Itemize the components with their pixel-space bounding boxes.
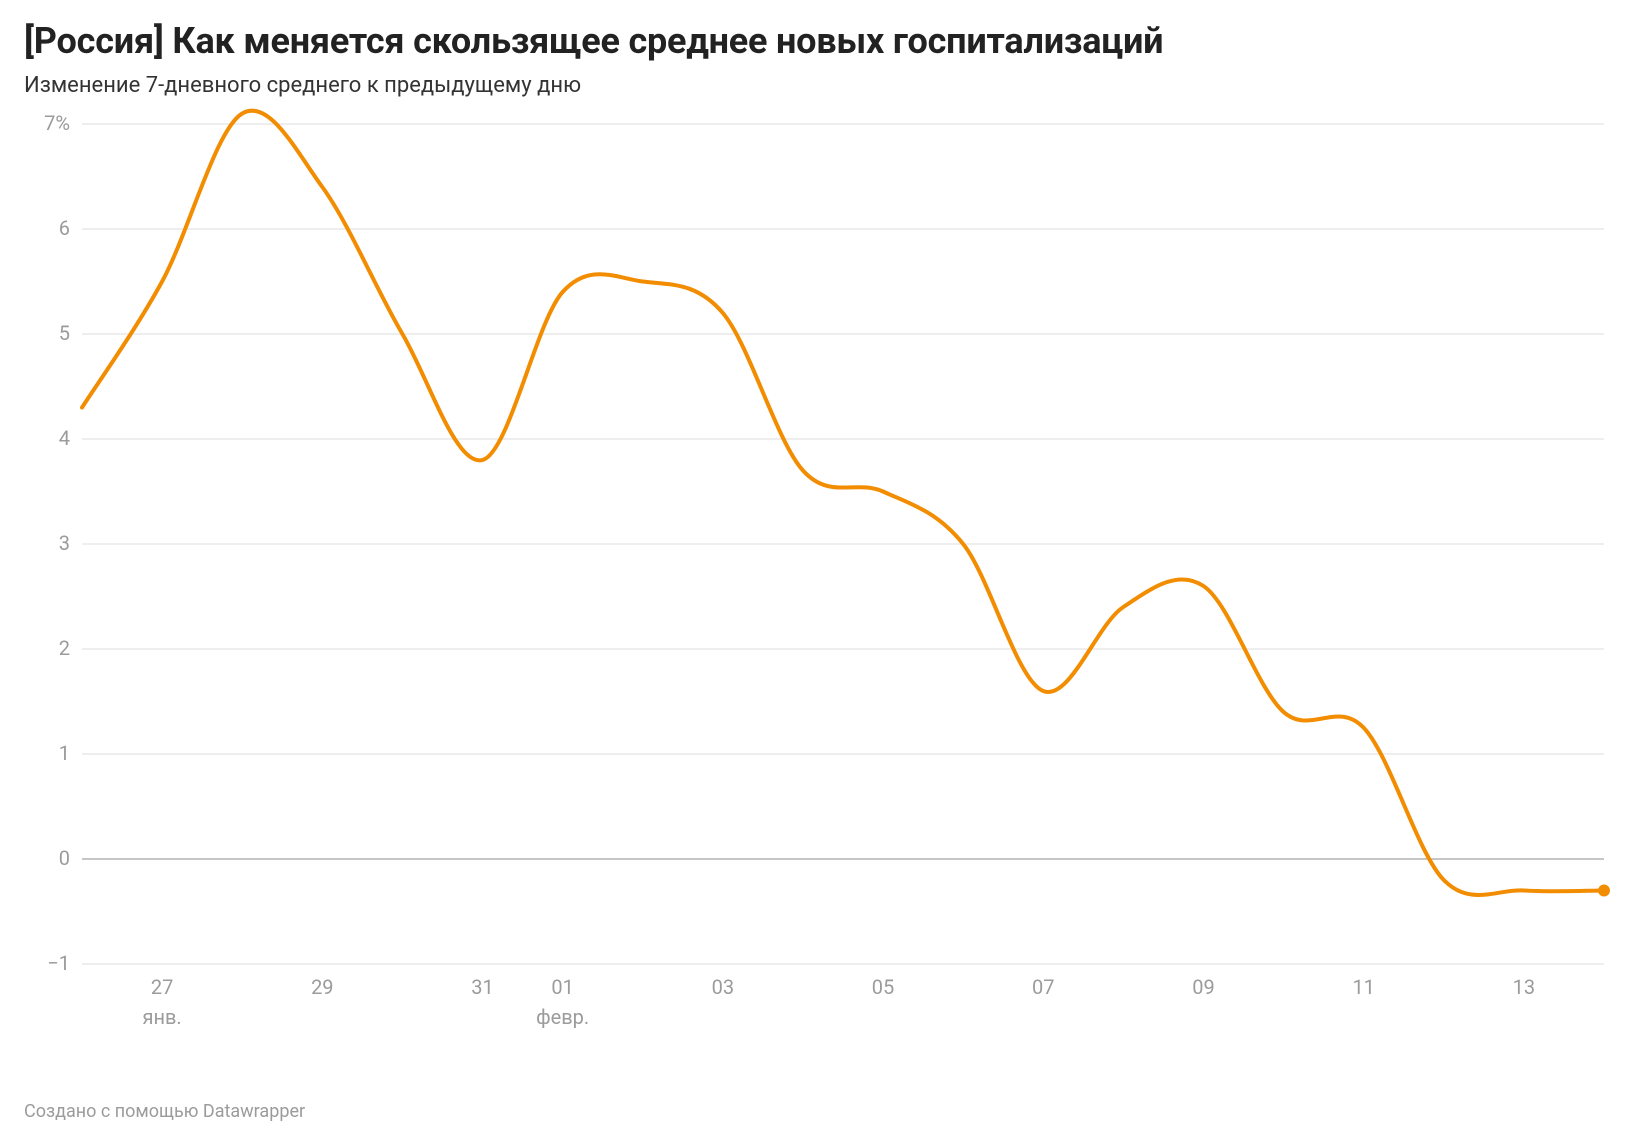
chart-title: [Россия] Как меняется скользящее среднее…: [24, 20, 1616, 63]
y-axis-label: 4: [59, 426, 70, 450]
x-axis-month-label: февр.: [536, 1005, 589, 1029]
data-line: [82, 111, 1604, 895]
x-axis-label: 11: [1352, 975, 1374, 999]
x-axis-label: 01: [551, 975, 573, 999]
chart-subtitle: Изменение 7-дневного среднего к предыдущ…: [24, 73, 1616, 98]
chart-footer: Создано с помощью Datawrapper: [24, 1101, 305, 1122]
line-chart-svg: 7% 6 5 4 3 2 1 0 −1 27 янв. 29 31 01 февр. 03 05 07 09 11 13: [24, 104, 1616, 1064]
y-axis-label: 3: [59, 531, 70, 555]
y-axis-label: 1: [59, 741, 70, 765]
y-axis-label: 2: [59, 636, 70, 660]
x-axis-label: 13: [1513, 975, 1535, 999]
end-point-marker: [1598, 885, 1610, 897]
x-axis-label: 27: [151, 975, 173, 999]
x-axis-label: 05: [872, 975, 894, 999]
x-axis-label: 03: [712, 975, 734, 999]
y-axis-label: 0: [59, 846, 70, 870]
x-axis-label: 31: [471, 975, 493, 999]
y-axis-label: −1: [47, 951, 70, 975]
chart-container: [Россия] Как меняется скользящее среднее…: [0, 0, 1640, 1140]
x-axis-month-label: янв.: [142, 1005, 181, 1029]
chart-plot: 7% 6 5 4 3 2 1 0 −1 27 янв. 29 31 01 февр. 03 05 07 09 11 13: [24, 104, 1616, 1064]
y-axis-label: 7%: [44, 111, 70, 135]
x-axis-label: 29: [311, 975, 333, 999]
x-axis-label: 07: [1032, 975, 1054, 999]
x-axis-label: 09: [1192, 975, 1214, 999]
y-axis-label: 6: [59, 216, 70, 240]
y-axis-label: 5: [59, 321, 70, 345]
